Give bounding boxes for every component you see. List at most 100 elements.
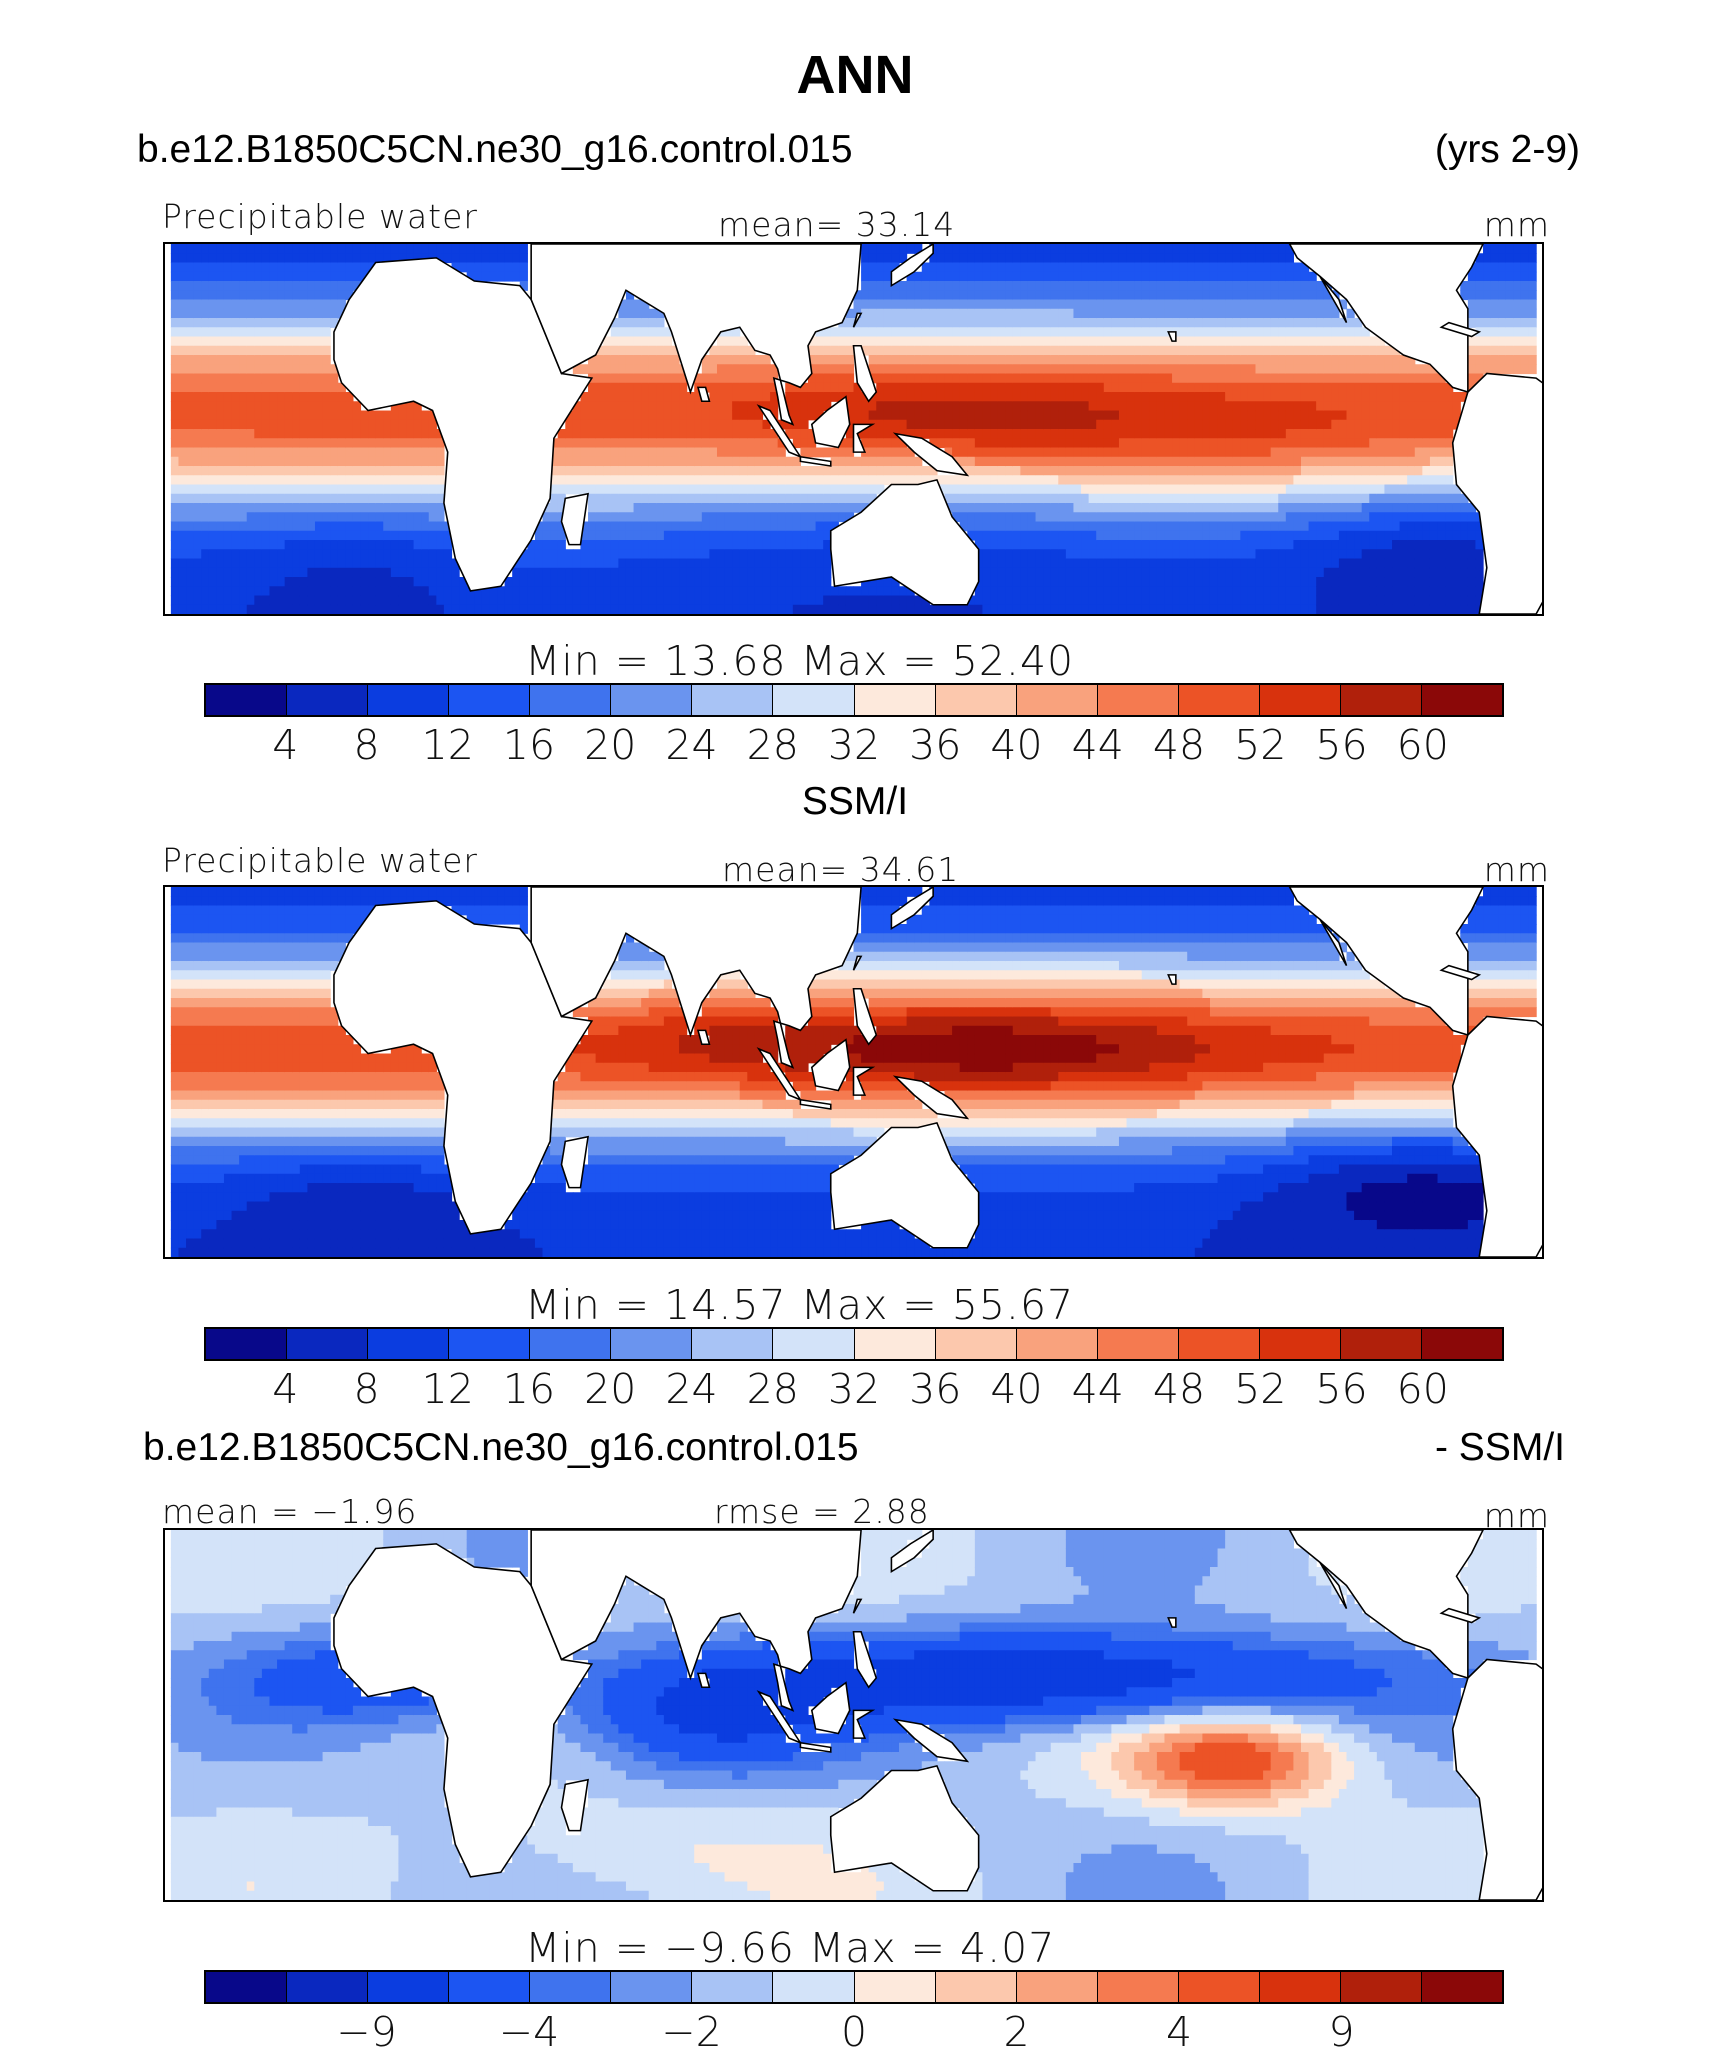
- colorbar-tick-label: 36: [909, 721, 962, 769]
- panel3-map: [163, 1528, 1544, 1902]
- colorbar-tick-label: 24: [665, 1365, 718, 1413]
- panel1-years: (yrs 2-9): [1434, 128, 1580, 171]
- colorbar-box: [773, 685, 855, 715]
- land-mass: [1167, 974, 1177, 985]
- colorbar-box: [773, 1972, 855, 2002]
- land-mass: [1439, 321, 1482, 338]
- panel2-map: [163, 885, 1544, 1259]
- colorbar-box: [854, 1329, 936, 1359]
- colorbar-box: [935, 1972, 1017, 2002]
- land-mass: [1167, 1617, 1177, 1628]
- colorbar-box: [206, 685, 288, 715]
- colorbar-box: [287, 685, 369, 715]
- panel2-variable-label: Precipitable water: [162, 841, 478, 880]
- panel3-case-name: b.e12.B1850C5CN.ne30_g16.control.015: [143, 1426, 859, 1469]
- panel1-variable-label: Precipitable water: [162, 197, 478, 236]
- land-mass: [852, 344, 878, 403]
- panel2-dataset-name: SSM/I: [801, 780, 909, 823]
- land-mass: [333, 900, 594, 1235]
- land-mass: [1167, 331, 1177, 342]
- land-mass: [1439, 964, 1482, 981]
- land-mass: [1319, 275, 1348, 324]
- land-mass: [799, 1098, 832, 1110]
- colorbar-tick-label: 60: [1396, 721, 1449, 769]
- colorbar-box: [1340, 1972, 1422, 2002]
- land-mass: [696, 386, 711, 403]
- colorbar-box: [1259, 1972, 1341, 2002]
- panel2-mean-label: mean= 34.61: [722, 850, 960, 889]
- panel1-units-label: mm: [1483, 205, 1550, 244]
- colorbar-box: [530, 685, 612, 715]
- land-mass: [333, 1543, 594, 1878]
- colorbar-tick-label: 0: [840, 2008, 868, 2056]
- land-mass: [530, 244, 862, 426]
- colorbar-box: [1259, 1329, 1341, 1359]
- page-title: ANN: [796, 45, 914, 105]
- land-mass: [892, 432, 970, 477]
- land-mass: [852, 955, 863, 971]
- panel1-colorbar: [204, 683, 1504, 717]
- colorbar-box: [368, 1972, 450, 2002]
- colorbar-tick-label: 48: [1152, 721, 1206, 769]
- colorbar-box: [1016, 1329, 1098, 1359]
- colorbar-box: [1421, 685, 1502, 715]
- colorbar-box: [611, 1329, 693, 1359]
- land-mass: [530, 887, 862, 1069]
- panel1-mean-label: mean= 33.14: [718, 205, 956, 244]
- colorbar-tick-label: 16: [502, 721, 556, 769]
- colorbar-tick-label: 56: [1315, 721, 1368, 769]
- colorbar-box: [449, 685, 531, 715]
- colorbar-tick-label: 9: [1328, 2008, 1355, 2056]
- panel3-rmse-label: rmse = 2.88: [714, 1492, 930, 1531]
- land-mass: [799, 1741, 832, 1753]
- colorbar-box: [206, 1329, 288, 1359]
- land-mass: [852, 423, 876, 453]
- panel1-map-svg: [170, 244, 1542, 614]
- panel1-min-max: Min = 13.68 Max = 52.40: [525, 637, 1075, 685]
- colorbar-tick-label: 32: [827, 721, 881, 769]
- land-mass: [1451, 372, 1542, 614]
- land-mass: [810, 395, 851, 449]
- panel2-min-max: Min = 14.57 Max = 55.67: [525, 1281, 1075, 1329]
- land-mass: [1451, 1658, 1542, 1900]
- colorbar-box: [1016, 685, 1098, 715]
- land-mass: [799, 455, 832, 467]
- land-mass: [1319, 918, 1348, 967]
- colorbar-tick-label: 8: [353, 1365, 380, 1413]
- colorbar-tick-label: 56: [1315, 1365, 1368, 1413]
- colorbar-box: [1421, 1972, 1502, 2002]
- panel3-colorbar-labels: −9 −4 −2 0 2 4 9: [0, 2008, 1710, 2058]
- land-mass: [890, 244, 934, 288]
- colorbar-tick-label: 16: [502, 1365, 556, 1413]
- colorbar-box: [287, 1972, 369, 2002]
- land-mass: [829, 1121, 980, 1249]
- land-mass: [890, 1530, 934, 1574]
- colorbar-tick-label: 48: [1152, 1365, 1206, 1413]
- land-mass: [852, 1598, 863, 1614]
- colorbar-box: [1097, 685, 1179, 715]
- land-mass: [333, 257, 594, 592]
- colorbar-box: [1421, 1329, 1502, 1359]
- land-mass: [1288, 244, 1484, 394]
- land-mass: [810, 1038, 851, 1092]
- land-mass: [560, 492, 589, 546]
- colorbar-box: [1178, 1329, 1260, 1359]
- colorbar-tick-label: 4: [272, 1365, 299, 1413]
- land-mass: [829, 478, 980, 606]
- colorbar-box: [1340, 1329, 1422, 1359]
- colorbar-tick-label: 12: [421, 1365, 474, 1413]
- colorbar-box: [368, 1329, 450, 1359]
- colorbar-tick-label: 28: [746, 721, 799, 769]
- panel2-colorbar: [204, 1327, 1504, 1361]
- colorbar-box: [206, 1972, 288, 2002]
- colorbar-box: [692, 1329, 774, 1359]
- colorbar-box: [1259, 685, 1341, 715]
- land-mass: [852, 1630, 878, 1689]
- colorbar-box: [692, 685, 774, 715]
- colorbar-tick-label: 40: [990, 721, 1043, 769]
- colorbar-tick-label: 36: [909, 1365, 962, 1413]
- colorbar-tick-label: −2: [661, 2008, 722, 2056]
- colorbar-tick-label: 44: [1071, 721, 1124, 769]
- colorbar-tick-label: 40: [990, 1365, 1043, 1413]
- panel3-min-max: Min = −9.66 Max = 4.07: [525, 1924, 1056, 1972]
